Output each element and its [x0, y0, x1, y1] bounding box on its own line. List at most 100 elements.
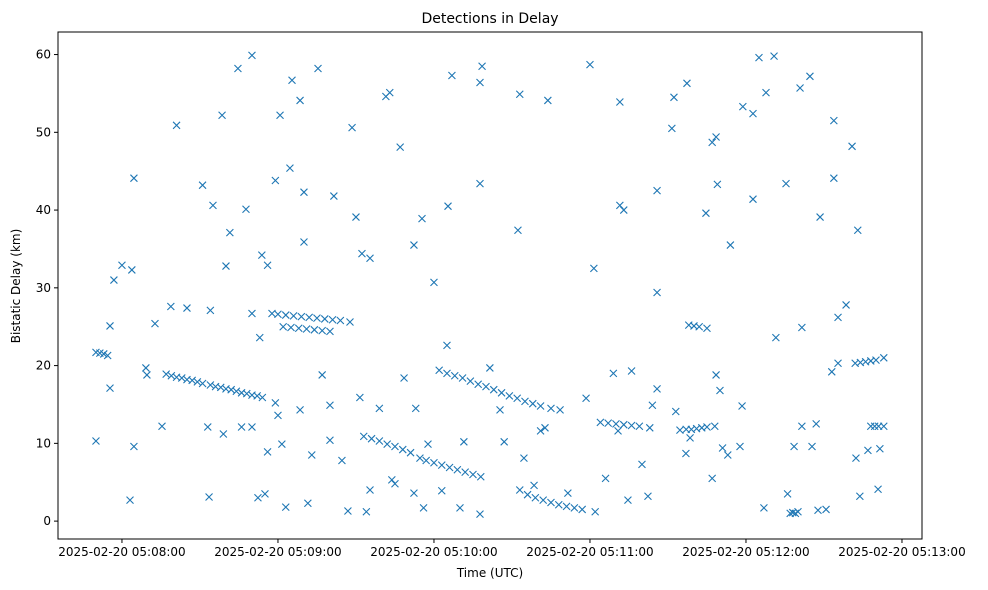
data-point [158, 422, 166, 431]
data-point [281, 503, 290, 512]
y-axis-label: Bistatic Delay (km) [9, 229, 23, 344]
data-point [459, 437, 468, 446]
data-point [760, 504, 768, 512]
data-point [536, 427, 545, 435]
data-point [853, 226, 862, 235]
data-point [736, 442, 744, 451]
data-point [790, 442, 798, 451]
data-point [248, 309, 256, 318]
y-tick-label: 10 [36, 436, 51, 450]
data-point [812, 420, 821, 428]
data-point [816, 213, 824, 221]
data-point [254, 493, 262, 502]
data-point [619, 206, 628, 214]
data-point [410, 241, 418, 249]
data-point [302, 325, 311, 333]
data-point [326, 327, 334, 336]
data-point [671, 407, 680, 416]
data-point [375, 404, 384, 413]
y-tick-label: 60 [36, 48, 51, 62]
data-point [718, 444, 727, 452]
y-tick-label: 30 [36, 281, 51, 295]
data-point [391, 442, 399, 451]
data-point [870, 422, 879, 431]
data-point [570, 504, 579, 512]
data-point [348, 123, 356, 132]
data-point [667, 124, 676, 133]
data-point [216, 383, 225, 392]
data-point [738, 102, 747, 111]
data-point [366, 486, 374, 494]
data-point [874, 485, 882, 494]
data-point [383, 440, 392, 449]
data-point [708, 138, 717, 147]
data-point [866, 422, 875, 431]
data-point [489, 385, 498, 394]
data-point [326, 436, 334, 445]
data-point [726, 241, 735, 249]
data-point [205, 493, 213, 501]
data-point [782, 179, 790, 188]
data-point [352, 213, 360, 221]
data-point [450, 371, 459, 380]
data-point [166, 302, 175, 311]
data-point [644, 492, 652, 501]
data-point [794, 507, 802, 516]
data-point [513, 394, 522, 403]
x-tick-label: 2025-02-20 05:08:00 [58, 545, 185, 559]
data-point [703, 324, 711, 333]
data-point [474, 380, 483, 389]
data-point [710, 422, 719, 431]
data-point [303, 499, 312, 508]
data-point [106, 384, 114, 393]
data-point [274, 411, 282, 420]
data-point [222, 262, 230, 270]
data-point [391, 479, 399, 488]
data-point [296, 406, 304, 414]
data-point [443, 341, 451, 350]
data-point [234, 64, 242, 73]
data-point [297, 312, 306, 321]
data-point [411, 404, 420, 413]
axis-ticks: 2025-02-20 05:08:00 2025-02-20 05:09:00 20… [36, 48, 966, 559]
data-point [289, 311, 298, 320]
data-point [257, 251, 266, 260]
data-point [615, 98, 624, 106]
x-tick-label: 2025-02-20 05:13:00 [838, 545, 965, 559]
data-point [619, 420, 628, 429]
data-point [287, 323, 295, 332]
data-point [227, 385, 236, 394]
data-point [271, 399, 280, 407]
data-point [591, 507, 600, 516]
data-point [855, 492, 864, 501]
data-point [834, 313, 842, 322]
data-point [683, 79, 691, 88]
data-point [271, 176, 280, 185]
data-point [653, 288, 661, 297]
data-point [338, 456, 346, 465]
data-point [554, 500, 563, 509]
data-point [300, 238, 308, 246]
data-point [829, 174, 838, 183]
data-point [430, 458, 438, 467]
data-point [755, 53, 763, 62]
data-point [261, 490, 269, 498]
data-point [808, 442, 816, 451]
data-point [539, 496, 548, 505]
data-point [237, 423, 246, 431]
x-axis-label: Time (UTC) [456, 566, 523, 580]
data-point [586, 60, 594, 69]
x-tick-label: 2025-02-20 05:11:00 [526, 545, 653, 559]
data-point [852, 454, 860, 463]
data-point [110, 276, 118, 284]
data-point [476, 510, 484, 519]
data-point [398, 445, 407, 454]
data-point [424, 440, 432, 449]
plot-frame [57, 31, 923, 540]
x-tick-label: 2025-02-20 05:09:00 [214, 545, 341, 559]
data-point [829, 116, 838, 125]
data-point [344, 507, 352, 515]
data-point [864, 446, 872, 455]
data-point [277, 440, 286, 449]
